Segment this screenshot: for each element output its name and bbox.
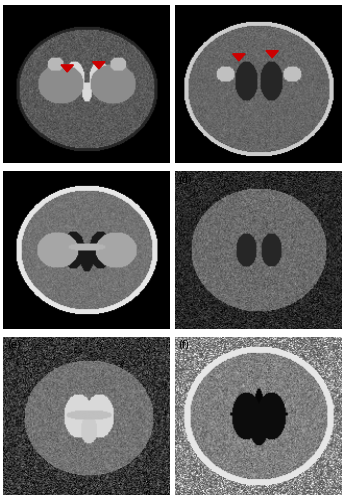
Text: (d): (d) [178,174,192,184]
Polygon shape [233,54,245,61]
Text: (f): (f) [178,340,189,350]
Text: (e): (e) [7,340,20,350]
Polygon shape [61,65,73,72]
Polygon shape [92,62,105,69]
Text: (b): (b) [178,8,192,18]
Text: (c): (c) [7,174,20,184]
Polygon shape [266,50,278,58]
Text: (a): (a) [7,8,20,18]
